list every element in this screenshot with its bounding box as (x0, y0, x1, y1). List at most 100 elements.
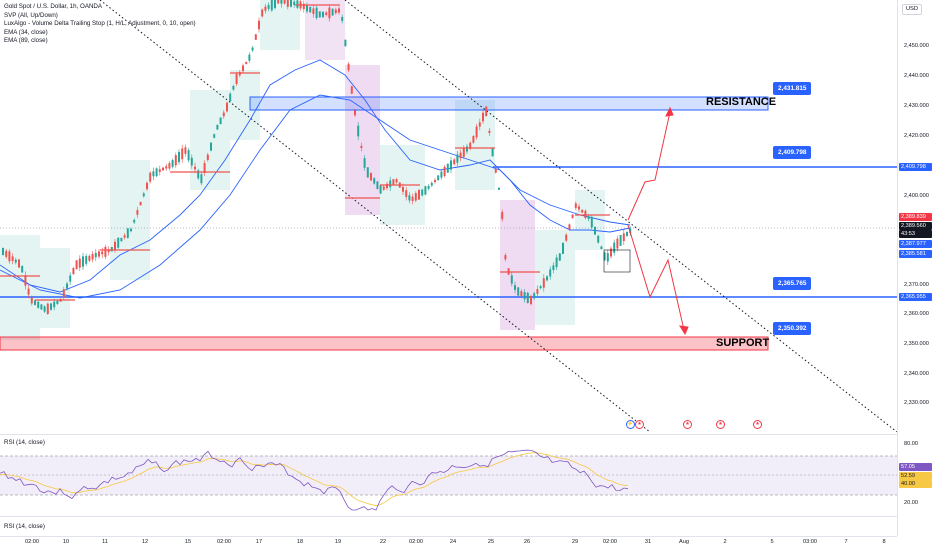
candle-body (434, 179, 436, 183)
time-tick: 15 (184, 539, 192, 545)
price-chart[interactable] (0, 0, 898, 433)
candle-body (549, 269, 552, 277)
candle-body (69, 275, 72, 282)
time-tick: 24 (449, 539, 457, 545)
candle-body (405, 190, 408, 197)
candle-body (491, 148, 494, 157)
candle-body (78, 258, 81, 268)
projection-arrows (627, 106, 689, 336)
trailing-stop-segments (0, 4, 610, 301)
candle-body (514, 285, 516, 290)
candle-body (440, 171, 443, 178)
candle-body (354, 110, 356, 116)
candle-body (338, 8, 340, 13)
legend-indicator-ema89[interactable]: EMA (89, close) (4, 37, 48, 45)
rsi-pane[interactable]: RSI (14, close) (0, 434, 897, 516)
candle-body (459, 152, 462, 159)
support-price-callout[interactable]: 2,350.392 (773, 322, 812, 335)
candle-body (581, 209, 584, 213)
candle-body (360, 145, 363, 149)
upper-level-price-callout[interactable]: 2,409.798 (773, 146, 812, 159)
us-flag-icon[interactable]: ★ (716, 420, 725, 429)
rsi-chart[interactable] (0, 435, 897, 517)
candle-body (43, 306, 46, 312)
price-tag-upper-level: 2,409.798 (899, 163, 932, 171)
candle-body (82, 256, 84, 267)
candle-body (341, 17, 344, 21)
time-tick: 7 (844, 539, 848, 545)
candle-body (533, 293, 536, 299)
price-axis[interactable]: USD 2,450.000 2,440.000 2,430.000 2,420.… (897, 0, 932, 536)
legend-indicator-ema34[interactable]: EMA (34, close) (4, 28, 48, 36)
bullish-arrowhead (665, 106, 674, 117)
time-axis[interactable]: 02:00 10 11 12 15 02:00 17 18 19 22 02:00 24 25 26 29 0… (0, 536, 897, 550)
time-tick: 17 (255, 539, 263, 545)
candle-body (270, 0, 273, 11)
candle-body (546, 276, 548, 281)
rsi-pane-secondary[interactable]: RSI (14, close) (0, 516, 897, 536)
candle-body (168, 163, 171, 169)
candle-body (523, 292, 526, 300)
resistance-label[interactable]: RESISTANCE (706, 96, 777, 108)
currency-badge[interactable]: USD (902, 4, 922, 15)
candle-body (139, 201, 142, 206)
candle-body (552, 265, 555, 270)
chart-legend: Gold Spot / U.S. Dollar, 1h, OANDA SVP (… (4, 3, 196, 46)
candle-body (597, 235, 600, 243)
lower-level-price-callout[interactable]: 2,365.765 (773, 277, 812, 290)
candle-body (558, 253, 561, 261)
candle-body (382, 186, 385, 190)
candle-body (62, 289, 65, 298)
main-chart-pane[interactable]: Gold Spot / U.S. Dollar, 1h, OANDA SVP (… (0, 0, 898, 433)
price-tag-lower-level: 2,365.955 (899, 293, 932, 301)
candle-body (469, 142, 472, 149)
candle-body (85, 256, 88, 264)
legend-indicator-luxalgo[interactable]: LuxAlgo - Volume Delta Trailing Stop (1,… (4, 20, 196, 28)
candle-body (414, 193, 417, 201)
candle-body (155, 168, 158, 177)
price-tick: 2,370.000 (904, 282, 929, 288)
rsi2-legend[interactable]: RSI (14, close) (4, 523, 45, 530)
support-zone[interactable] (0, 336, 769, 351)
candle-body (117, 237, 120, 248)
candle-body (437, 175, 440, 181)
price-tag-last-price: 2,389.560 (899, 222, 932, 230)
us-flag-icon[interactable]: ★ (635, 420, 644, 429)
resistance-zone[interactable] (249, 96, 769, 111)
candle-body (293, 1, 296, 5)
candle-body (424, 186, 427, 195)
candle-body (386, 183, 388, 189)
candle-body (261, 9, 264, 17)
rsi-legend[interactable]: RSI (14, close) (4, 439, 45, 446)
candle-body (248, 54, 251, 61)
candle-body (158, 169, 161, 172)
event-flag-icon[interactable]: ⚡ (626, 420, 635, 429)
us-flag-icon[interactable]: ★ (683, 420, 692, 429)
candle-body (408, 195, 411, 201)
candle-body (40, 304, 43, 310)
candle-body (536, 289, 539, 294)
candle-body (245, 61, 248, 65)
candle-body (91, 253, 94, 260)
time-tick: 29 (571, 539, 579, 545)
candle-body (296, 0, 299, 8)
candle-body (46, 303, 49, 314)
time-tick: 2 (723, 539, 727, 545)
support-label[interactable]: SUPPORT (716, 337, 770, 349)
candle-body (130, 228, 132, 232)
candle-body (485, 106, 488, 117)
candle-body (427, 185, 430, 189)
candle-body (210, 142, 212, 151)
legend-indicator-svp[interactable]: SVP (All, Up/Down) (4, 11, 58, 19)
trendline-channel[interactable] (344, 0, 898, 433)
us-flag-icon[interactable]: ★ (753, 420, 762, 429)
resistance-price-callout[interactable]: 2,431.815 (773, 82, 812, 95)
legend-symbol[interactable]: Gold Spot / U.S. Dollar, 1h, OANDA (4, 3, 103, 10)
candle-body (18, 259, 20, 268)
candle-body (347, 63, 350, 71)
trendline-upper[interactable] (99, 0, 651, 433)
rsi-tick: 80.00 (904, 441, 918, 447)
candle-body (587, 216, 590, 219)
candle-body (309, 6, 312, 13)
candle-body (136, 210, 139, 215)
